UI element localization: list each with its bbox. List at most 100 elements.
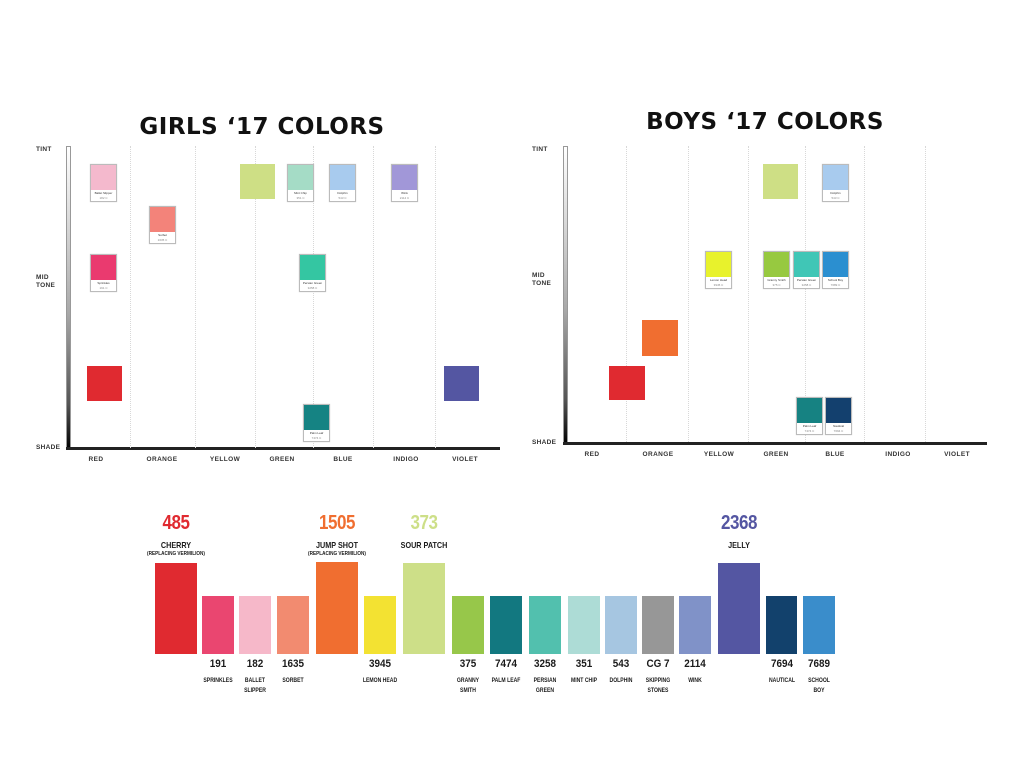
boys-chart-title: BOYS ‘17 COLORS (646, 109, 884, 135)
palette-code-dolphin: 543 (612, 658, 630, 670)
boys-x-label-orange: ORANGE (642, 451, 674, 458)
palette-name-sorbet: SORBET (282, 678, 304, 684)
girls-y-label-shade: SHADE (36, 444, 61, 451)
palette-bar-dolphin (605, 596, 637, 654)
boys-y-axis-gradient (563, 146, 568, 445)
color-chip-palm-leaf: Palm Leaf 7474 C (796, 397, 823, 435)
palette-bar-mint-chip (568, 596, 600, 654)
palette-name-lemon-head: LEMON HEAD (362, 678, 398, 684)
palette-bar-school-boy (803, 596, 835, 654)
palette-name-dolphin: DOLPHIN (609, 678, 633, 684)
palette-featured-name-jelly: JELLY (728, 540, 750, 550)
boys-x-label-red: RED (584, 451, 600, 458)
girls-x-label-blue: BLUE (333, 456, 353, 463)
girls-y-label-tone: TONE (36, 282, 56, 289)
color-chip-dolphin: Dolphin 543 C (822, 164, 849, 202)
boys-x-label-yellow: YELLOW (703, 451, 735, 458)
palette-name-skipping-stones: SKIPPING STONES (645, 678, 671, 694)
girls-gridline (255, 146, 256, 448)
girls-y-label-mid: MID (36, 274, 49, 281)
girls-x-label-violet: VIOLET (452, 456, 478, 463)
palette-featured-name-cherry: CHERRY (160, 540, 192, 550)
palette-featured-code-cherry: 485 (162, 512, 190, 534)
palette-bar-sprinkles (202, 596, 234, 654)
boys-gridline (925, 146, 926, 442)
girls-x-label-orange: ORANGE (146, 456, 178, 463)
girls-y-axis-gradient (66, 146, 71, 450)
girls-x-label-indigo: INDIGO (393, 456, 419, 463)
palette-bar-skipping-stones (642, 596, 674, 654)
palette-bar-nautical (766, 596, 797, 654)
color-chip-wink: Wink 2114 C (391, 164, 418, 202)
palette-name-persian-green: PERSIAN GREEN (533, 678, 557, 694)
palette-code-palm-leaf: 7474 (494, 658, 518, 670)
boys-gridline (626, 146, 627, 442)
palette-featured-note-jump-shot: (REPLACING VERMILION) (308, 551, 366, 557)
color-chip-granny-smith: Granny Smith 375 C (763, 251, 790, 289)
color-chip-persian-green: Persian Green 3258 C (793, 251, 820, 289)
girls-gridline (373, 146, 374, 448)
palette-bar-sorbet (277, 596, 309, 654)
boys-gridline (805, 146, 806, 442)
palette-featured-code-jump-shot: 1505 (318, 512, 356, 534)
girls-gridline (130, 146, 131, 448)
palette-code-persian-green: 3258 (533, 658, 557, 670)
girls-gridline (313, 146, 314, 448)
palette-featured-code-jelly: 2368 (720, 512, 758, 534)
girls-chart-title: GIRLS ‘17 COLORS (139, 114, 385, 140)
color-chip-school-boy: School Boy 7689 C (822, 251, 849, 289)
palette-name-wink: WINK (688, 678, 702, 684)
palette-bar-sour-patch (403, 563, 445, 654)
boys-y-label-mid: MID (532, 272, 545, 279)
color-chip-sprinkles: Sprinkles 191 C (90, 254, 117, 292)
palette-name-ballet-slipper: BALLET SLIPPER (244, 678, 266, 694)
palette-code-granny-smith: 375 (459, 658, 477, 670)
boys-x-label-blue: BLUE (825, 451, 845, 458)
color-chip-mint-chip: Mint Chip 351 C (287, 164, 314, 202)
girls-gridline (435, 146, 436, 448)
palette-bar-palm-leaf (490, 596, 522, 654)
boys-y-label-tint: TINT (532, 146, 548, 153)
palette-bar-lemon-head (364, 596, 396, 654)
palette-featured-code-sour-patch: 373 (410, 512, 438, 534)
palette-bar-wink (679, 596, 711, 654)
palette-bar-persian-green (529, 596, 561, 654)
palette-code-ballet-slipper: 182 (246, 658, 264, 670)
palette-featured-name-jump-shot: JUMP SHOT (315, 540, 359, 550)
solid-swatch-sour-patch (240, 164, 275, 199)
boys-gridline (748, 146, 749, 442)
color-chip-dolphin: Dolphin 543 C (329, 164, 356, 202)
boys-x-label-green: GREEN (763, 451, 789, 458)
palette-bar-cherry (155, 563, 197, 654)
palette-name-school-boy: SCHOOL BOY (808, 678, 830, 694)
boys-y-label-shade: SHADE (532, 439, 557, 446)
palette-name-nautical: NAUTICAL (768, 678, 796, 684)
girls-x-label-yellow: YELLOW (209, 456, 241, 463)
palette-code-wink: 2114 (684, 658, 706, 670)
color-chip-palm-leaf: Palm Leaf 7474 C (303, 404, 330, 442)
palette-code-sorbet: 1635 (281, 658, 305, 670)
color-chip-sorbet: Sorbet 1635 C (149, 206, 176, 244)
palette-featured-note-cherry: (REPLACING VERMILION) (147, 551, 205, 557)
girls-x-axis (66, 447, 500, 450)
palette-bar-granny-smith (452, 596, 484, 654)
palette-bar-jump-shot (316, 562, 358, 654)
palette-name-granny-smith: GRANNY SMITH (456, 678, 480, 694)
palette-code-nautical: 7694 (770, 658, 794, 670)
color-chip-ballet-slipper: Ballet Slipper 182 C (90, 164, 117, 202)
palette-name-mint-chip: MINT CHIP (570, 678, 598, 684)
girls-x-label-red: RED (88, 456, 104, 463)
girls-gridline (195, 146, 196, 448)
palette-bar-jelly (718, 563, 760, 654)
palette-bar-ballet-slipper (239, 596, 271, 654)
boys-y-label-tone: TONE (532, 280, 552, 287)
palette-code-school-boy: 7689 (807, 658, 831, 670)
boys-gridline (864, 146, 865, 442)
girls-x-label-green: GREEN (269, 456, 295, 463)
solid-swatch-jelly (444, 366, 479, 401)
color-chip-lemon-head: Lemon Head 3945 C (705, 251, 732, 289)
solid-swatch-jump-shot (642, 320, 678, 356)
palette-code-skipping-stones: CG 7 (646, 658, 670, 670)
solid-swatch-cherry (87, 366, 122, 401)
boys-gridline (688, 146, 689, 442)
